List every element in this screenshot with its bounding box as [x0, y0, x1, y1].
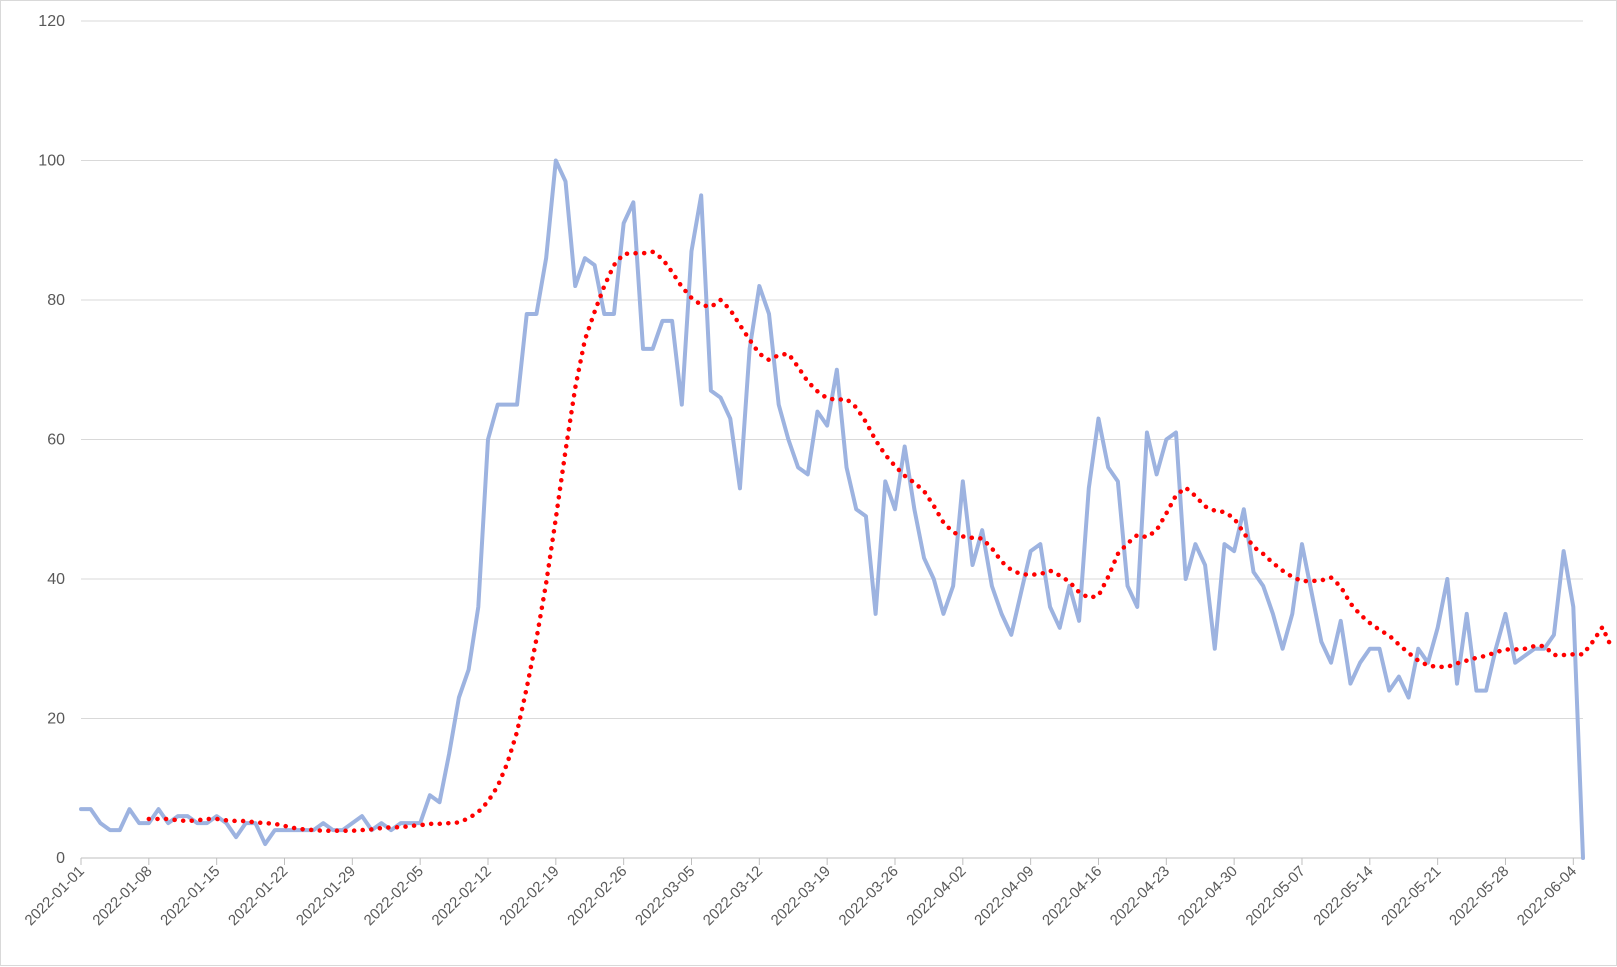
- x-tick-label: 2022-05-14: [1310, 863, 1376, 929]
- y-tick-label: 80: [47, 292, 65, 309]
- series-layer: [79, 158, 1615, 860]
- trendline-series: [146, 249, 1615, 834]
- y-axis-tick-labels: 0 20 40 60 80 100 120: [38, 13, 65, 867]
- x-tick-label: 2022-03-19: [768, 863, 834, 929]
- x-tick-label: 2022-01-08: [89, 863, 155, 929]
- y-tick-label: 100: [38, 153, 65, 170]
- y-tick-label: 20: [47, 711, 65, 728]
- x-tick-label: 2022-01-01: [22, 863, 88, 929]
- y-tick-label: 120: [38, 13, 65, 30]
- x-tick-label: 2022-02-12: [429, 863, 495, 929]
- y-tick-label: 60: [47, 432, 65, 449]
- x-tick-label: 2022-01-22: [225, 863, 291, 929]
- x-tick-label: 2022-03-05: [632, 863, 698, 929]
- x-tick-label: 2022-03-12: [700, 863, 766, 929]
- x-tick-label: 2022-04-16: [1039, 863, 1105, 929]
- x-tick-label: 2022-01-15: [157, 863, 223, 929]
- data-series-line: [79, 158, 1585, 860]
- x-tick-label: 2022-01-29: [293, 863, 359, 929]
- x-tick-label: 2022-04-23: [1107, 863, 1173, 929]
- x-tick-label: 2022-05-21: [1378, 863, 1444, 929]
- x-tick-label: 2022-02-19: [496, 863, 562, 929]
- x-tick-label: 2022-03-26: [836, 863, 902, 929]
- x-tick-label: 2022-04-30: [1175, 863, 1241, 929]
- x-tick-label: 2022-06-04: [1514, 863, 1580, 929]
- x-axis-tick-labels: 2022-01-01 2022-01-08 2022-01-15 2022-01-22…: [22, 863, 1581, 929]
- x-tick-label: 2022-04-09: [971, 863, 1037, 929]
- x-tick-label: 2022-05-28: [1446, 863, 1512, 929]
- x-tick-label: 2022-02-05: [361, 863, 427, 929]
- x-tick-label: 2022-04-02: [903, 863, 969, 929]
- gridlines: [81, 20, 1583, 719]
- axes: [80, 857, 1583, 865]
- x-tick-label: 2022-02-26: [564, 863, 630, 929]
- y-tick-label: 40: [47, 571, 65, 588]
- y-tick-label: 0: [56, 850, 65, 867]
- x-tick-label: 2022-05-07: [1243, 863, 1309, 929]
